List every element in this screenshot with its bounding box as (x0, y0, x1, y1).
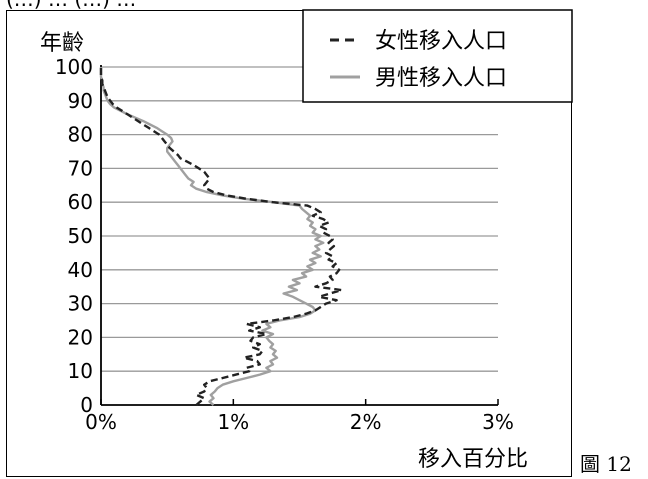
top-caption: (…) … (…) … (6, 0, 136, 11)
axes (100, 65, 499, 406)
grid-lines (101, 66, 498, 372)
legend-box (302, 9, 573, 103)
y-tick-label-50: 50 (68, 224, 93, 248)
x-axis-title: 移入百分比 (418, 447, 528, 472)
tick-labels: 0 10 20 30 40 50 60 70 80 90 100 0% 1% 2% 3% (55, 55, 514, 434)
series-lines (99, 67, 343, 406)
legend-label-male: 男性移入人口 (375, 66, 507, 91)
y-tick-label-100: 100 (55, 55, 93, 79)
y-tick-label-30: 30 (68, 292, 93, 316)
y-axis-title: 年齡 (40, 31, 84, 56)
figure-caption: 圖 12 (580, 452, 632, 476)
x-tick-label-3: 3% (482, 410, 514, 434)
y-tick-label-0: 0 (80, 393, 93, 417)
x-tick-label-2: 2% (350, 410, 382, 434)
x-tick-label-0: 0% (85, 410, 117, 434)
y-tick-label-40: 40 (68, 258, 93, 282)
y-tick-label-80: 80 (68, 123, 93, 147)
series-line-female (99, 67, 343, 406)
y-tick-label-60: 60 (68, 190, 93, 214)
y-tick-label-90: 90 (68, 89, 93, 113)
y-tick-label-70: 70 (68, 156, 93, 180)
legend-label-female: 女性移入人口 (375, 29, 507, 54)
legend: 女性移入人口 男性移入人口 (302, 9, 573, 103)
y-tick-label-20: 20 (68, 325, 93, 349)
y-tick-label-10: 10 (68, 359, 93, 383)
figure-frame (6, 10, 572, 477)
x-tick-label-1: 1% (217, 410, 249, 434)
series-line-male (99, 67, 325, 406)
